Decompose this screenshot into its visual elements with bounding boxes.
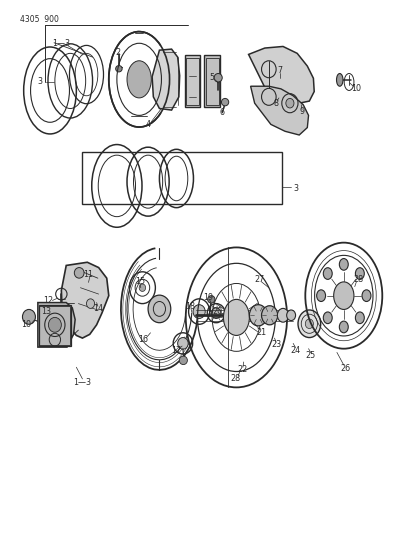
Text: 28: 28 [353,274,363,284]
Ellipse shape [323,268,332,279]
Bar [185,55,200,108]
Ellipse shape [355,268,364,279]
Text: 25: 25 [306,351,316,360]
Text: 10: 10 [351,84,361,93]
Bar [186,58,199,106]
Text: 26: 26 [341,364,351,373]
Text: 3: 3 [293,183,298,192]
Ellipse shape [339,321,348,333]
Ellipse shape [277,309,289,322]
Ellipse shape [222,99,229,106]
Text: 24: 24 [290,346,301,355]
Text: 5: 5 [210,73,215,82]
Ellipse shape [139,284,146,292]
Ellipse shape [211,308,221,318]
Bar [39,305,71,346]
Ellipse shape [323,312,332,324]
Ellipse shape [177,337,188,349]
Ellipse shape [208,296,215,303]
Ellipse shape [22,310,35,324]
Ellipse shape [224,300,249,335]
Bar [82,152,282,204]
Text: 20: 20 [212,306,222,316]
Ellipse shape [74,268,84,278]
Ellipse shape [339,259,348,270]
Ellipse shape [214,74,222,82]
Text: 16: 16 [138,335,148,344]
Bar [204,55,220,108]
Ellipse shape [334,282,354,310]
Text: 22: 22 [237,366,247,374]
Ellipse shape [298,310,321,337]
Ellipse shape [262,306,278,325]
Text: 12: 12 [43,296,53,305]
Ellipse shape [49,317,61,332]
Polygon shape [248,46,314,103]
Text: 15: 15 [135,277,145,286]
Ellipse shape [317,290,326,302]
Polygon shape [61,262,109,338]
Text: 4305  900: 4305 900 [20,15,58,24]
Ellipse shape [287,310,295,320]
Ellipse shape [193,305,205,318]
Text: 2: 2 [115,48,121,57]
Text: 18: 18 [185,302,195,311]
Ellipse shape [286,99,294,108]
Text: 11: 11 [84,270,93,279]
Polygon shape [38,303,75,347]
Ellipse shape [148,295,171,322]
Text: 21: 21 [257,328,266,337]
Text: 3: 3 [38,77,42,86]
Bar [206,58,219,106]
Text: 14: 14 [93,304,103,313]
Ellipse shape [127,61,151,98]
Text: 23: 23 [271,341,281,350]
Ellipse shape [115,66,122,72]
Text: 7: 7 [277,66,283,75]
Bar [40,306,70,345]
Polygon shape [251,86,308,135]
Ellipse shape [362,290,371,302]
Ellipse shape [179,356,187,365]
Text: 10: 10 [21,320,31,329]
Text: 1—3: 1—3 [73,377,91,386]
Text: 9: 9 [299,107,305,116]
Ellipse shape [337,74,343,86]
Text: 17: 17 [171,346,182,355]
Text: 8: 8 [274,99,279,108]
Text: 13: 13 [41,307,51,316]
Ellipse shape [249,305,267,326]
Polygon shape [152,49,180,110]
Text: 6: 6 [220,108,224,117]
Text: 4: 4 [146,120,151,129]
Text: 28: 28 [231,374,241,383]
Text: 19: 19 [203,293,213,302]
Ellipse shape [86,299,95,309]
Text: 1—3: 1—3 [52,39,70,49]
Ellipse shape [355,312,364,324]
Text: 27: 27 [255,274,265,284]
Ellipse shape [305,319,313,328]
